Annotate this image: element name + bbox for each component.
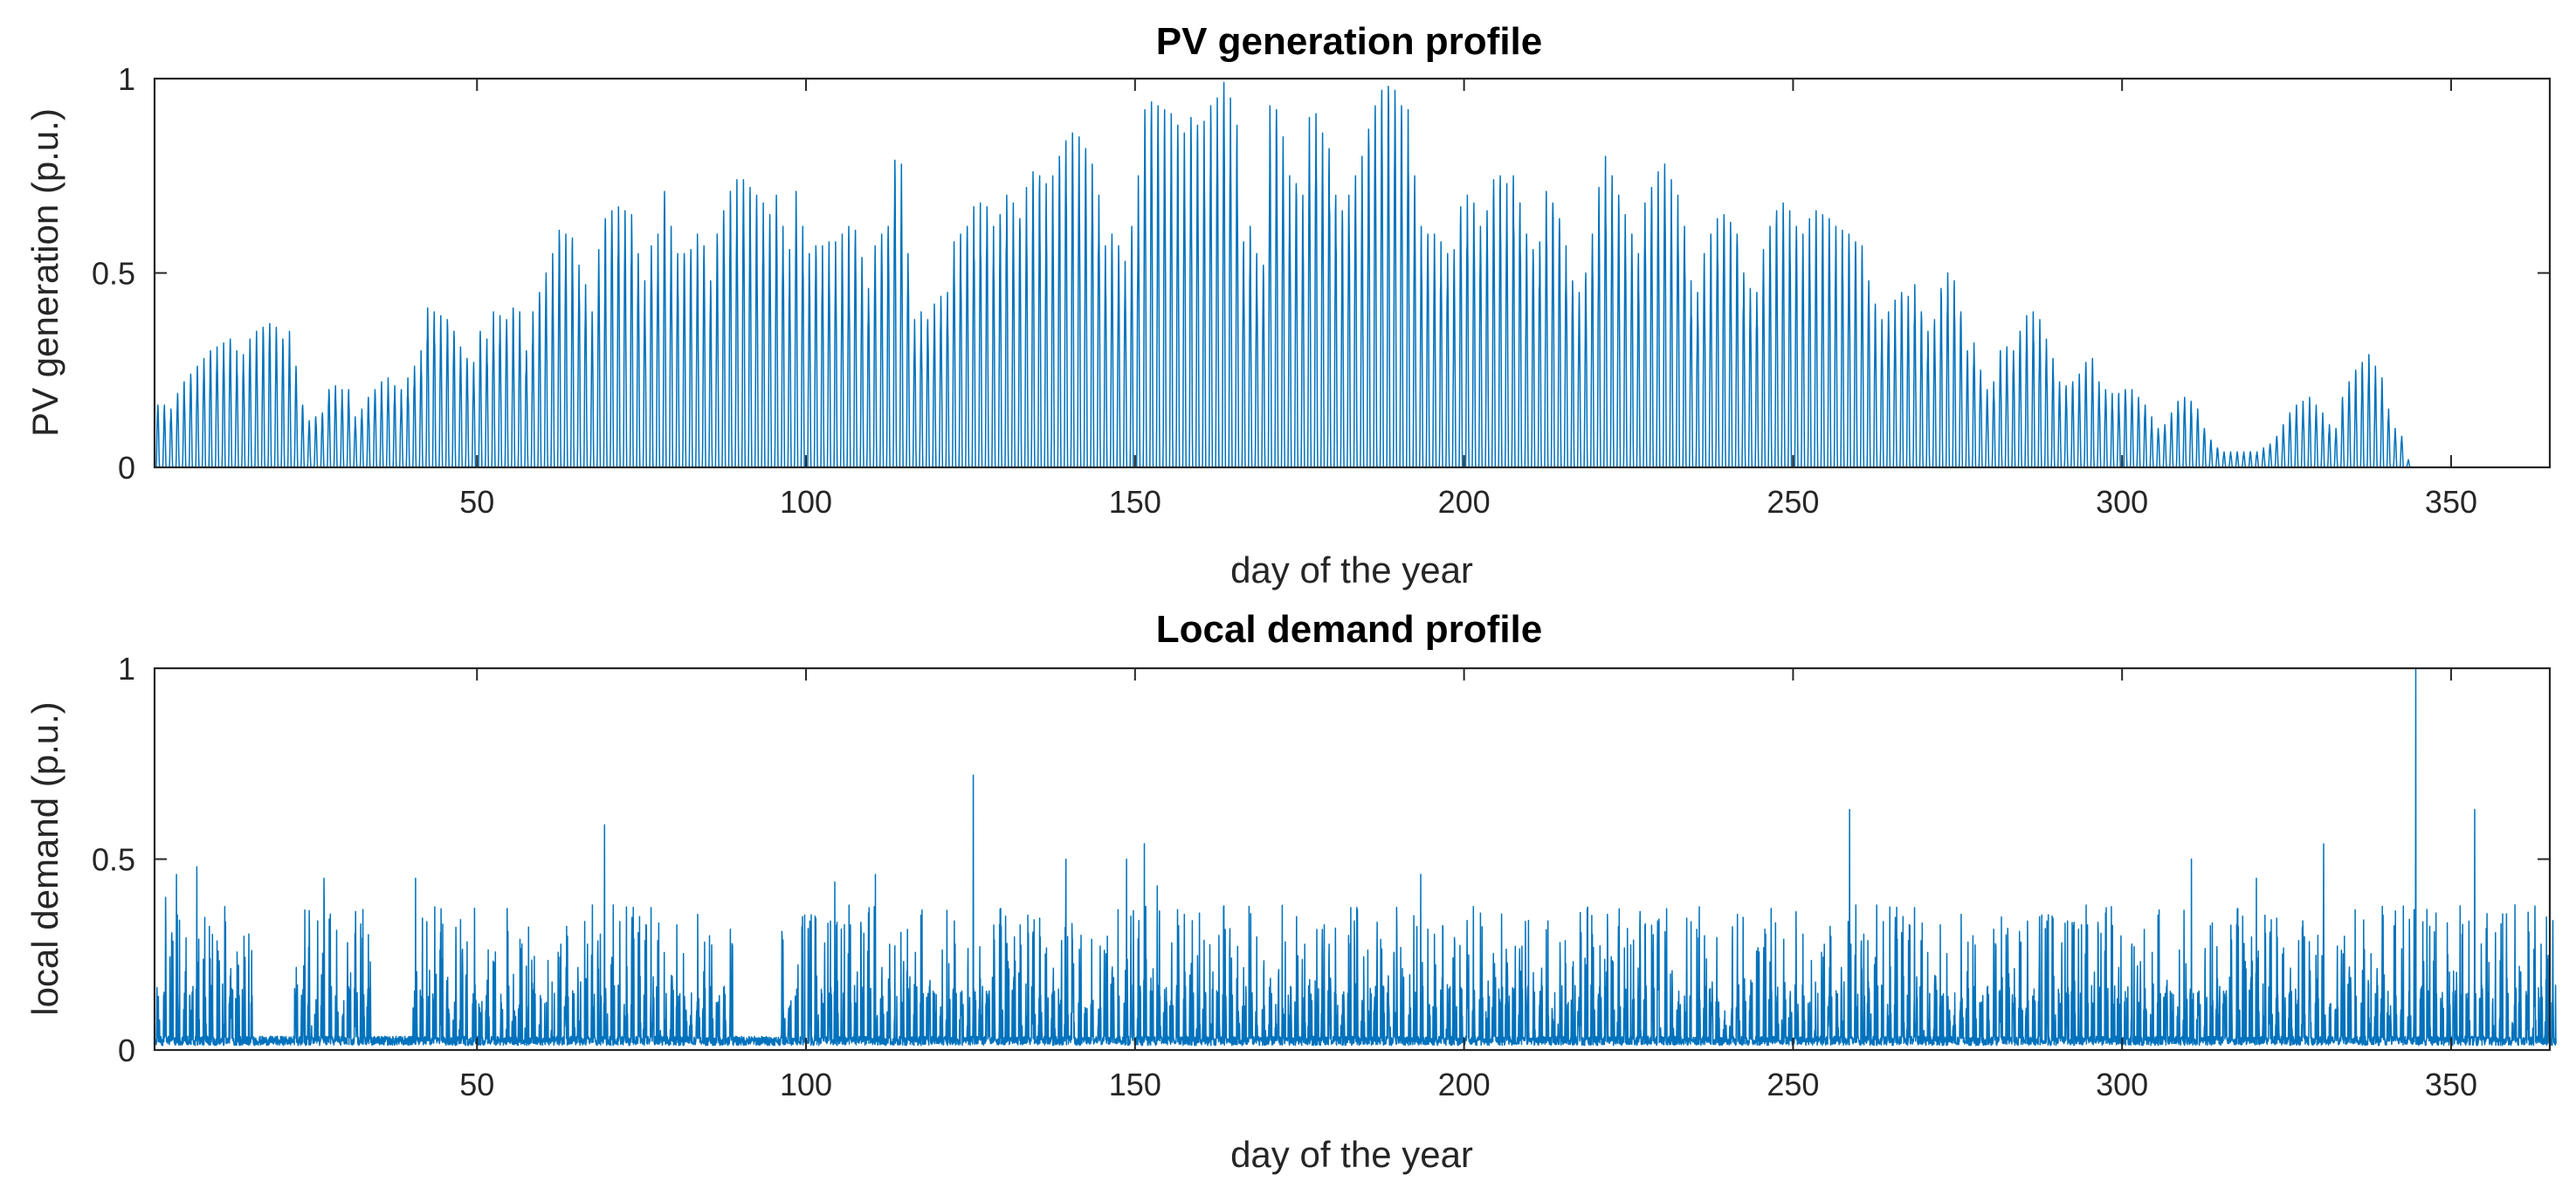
pv-x-tick-label: 50 [459, 484, 494, 520]
demand-x-tick-label: 200 [1438, 1067, 1491, 1102]
pv-x-tick-label: 250 [1767, 484, 1819, 520]
demand-x-tick-label: 100 [780, 1067, 832, 1102]
pv-ticks: 50 100 150 200 250 300 350 0 0.5 1 [92, 61, 2550, 520]
demand-x-axis-label: day of the year [1230, 1134, 1473, 1175]
pv-x-axis-label: day of the year [1230, 549, 1473, 591]
pv-y-tick-label: 0.5 [92, 256, 135, 292]
demand-y-tick-label: 0.5 [92, 842, 135, 878]
pv-generation-chart: PV generation profile 50 100 150 200 250 300 3… [24, 20, 2552, 591]
demand-x-tick-label: 350 [2425, 1067, 2477, 1102]
local-demand-series-line [154, 667, 2557, 1047]
demand-y-axis-label: local demand (p.u.) [24, 701, 65, 1016]
demand-ticks: 50 100 150 200 250 300 350 0 0.5 1 [92, 651, 2550, 1102]
demand-chart-title: Local demand profile [1156, 608, 1543, 651]
demand-x-tick-label: 250 [1767, 1067, 1819, 1102]
pv-y-tick-label: 1 [118, 61, 135, 97]
demand-y-tick-label: 0 [118, 1033, 135, 1068]
demand-x-tick-label: 50 [459, 1067, 494, 1102]
pv-y-tick-label: 0 [118, 450, 135, 486]
demand-y-tick-label: 1 [118, 651, 135, 687]
pv-x-tick-label: 350 [2425, 484, 2477, 520]
pv-x-tick-label: 100 [780, 484, 832, 520]
pv-x-tick-label: 150 [1109, 484, 1161, 520]
pv-chart-title: PV generation profile [1156, 20, 1543, 63]
local-demand-chart: Local demand profile 50 100 150 200 250 300 35… [24, 608, 2557, 1175]
pv-x-tick-label: 200 [1438, 484, 1491, 520]
demand-x-tick-label: 150 [1109, 1067, 1161, 1102]
pv-x-tick-label: 300 [2096, 484, 2148, 520]
demand-x-tick-label: 300 [2096, 1067, 2148, 1102]
pv-y-axis-label: PV generation (p.u.) [24, 108, 65, 437]
demand-plot-area [154, 667, 2557, 1047]
